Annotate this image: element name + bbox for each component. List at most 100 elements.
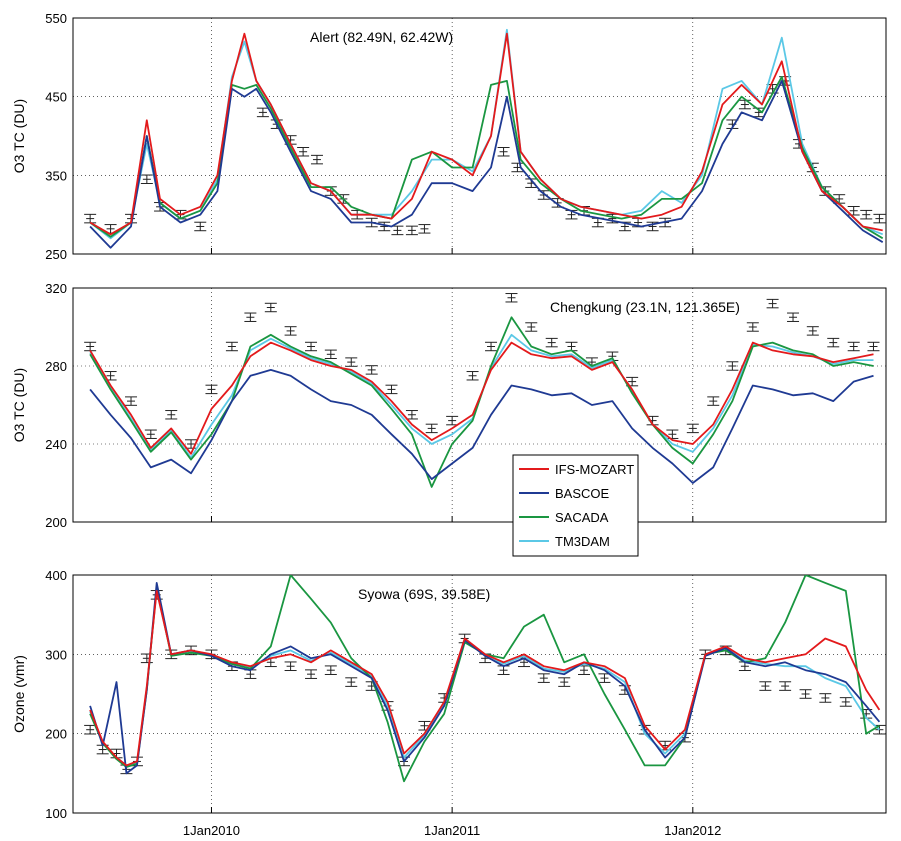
observation-point (345, 357, 358, 367)
legend-label: TM3DAM (555, 534, 610, 549)
series-line-ifs-mozart (89, 32, 883, 236)
observation-point (726, 361, 739, 371)
observation-point (256, 107, 269, 118)
panel-3: 100 200 300 400 Ozone (vmr) Syowa (69S, 39.58… (11, 568, 887, 838)
y-tick-label: 550 (45, 11, 67, 26)
legend-box (512, 454, 639, 557)
observation-point (847, 341, 860, 352)
legend-label: IFS-MOZART (555, 462, 634, 477)
data-layer (84, 293, 880, 488)
observation-point (827, 337, 840, 348)
observation-point (391, 225, 404, 236)
observation-point (806, 326, 819, 336)
observation-point (324, 349, 337, 360)
data-layer (84, 575, 886, 783)
observation-point (525, 322, 538, 332)
observation-point (244, 312, 257, 322)
observation-point (860, 209, 873, 220)
series-line-ifs-mozart (89, 590, 881, 767)
observation-point (666, 429, 679, 439)
y-tick-label: 200 (45, 727, 67, 742)
observation-point (365, 365, 378, 375)
y-tick-label: 240 (45, 437, 67, 452)
observation-point (297, 146, 310, 157)
x-tick-label: 1Jan2010 (183, 823, 240, 838)
observation-point (759, 681, 772, 691)
y-axis-label: Ozone (vmr) (11, 655, 27, 733)
observation-point (418, 224, 431, 234)
y-tick-label: 350 (45, 168, 67, 183)
observation-point (125, 396, 138, 406)
observation-point (194, 221, 207, 232)
legend-label: SACADA (555, 510, 609, 525)
observation-point (847, 205, 860, 216)
observation-point (867, 341, 880, 352)
observation-point (839, 697, 852, 707)
observation-point (324, 665, 337, 675)
observation-point (497, 146, 510, 157)
observation-point (140, 174, 153, 185)
panel-title: Chengkung (23.1N, 121.365E) (550, 299, 740, 315)
series-line-sacada (89, 76, 884, 240)
observation-point (405, 225, 418, 236)
observation-point (305, 341, 318, 352)
panel-title: Syowa (69S, 39.58E) (358, 586, 490, 602)
observation-point (144, 429, 157, 439)
y-tick-label: 100 (45, 806, 67, 821)
x-tick-label: 1Jan2011 (424, 823, 480, 838)
x-tick-label: 1Jan2012 (664, 823, 721, 838)
observation-point (284, 661, 297, 672)
observation-point (345, 677, 358, 687)
observation-point (799, 689, 812, 699)
data-layer (84, 28, 886, 249)
series-line-bascoe (89, 368, 874, 484)
y-tick-label: 300 (45, 647, 67, 662)
observation-point (418, 720, 431, 731)
observation-point (385, 384, 398, 395)
observation-series (84, 293, 880, 449)
legend-label: BASCOE (555, 486, 610, 501)
series-line-ifs-mozart (89, 341, 874, 455)
y-tick-label: 400 (45, 568, 67, 583)
observation-point (766, 298, 779, 309)
observation-point (305, 669, 318, 679)
plot-area (72, 287, 887, 523)
observation-point (873, 213, 886, 224)
observation-point (558, 677, 571, 687)
y-tick-label: 250 (45, 247, 67, 262)
series-line-bascoe (89, 80, 884, 249)
observation-point (264, 302, 277, 313)
observation-point (787, 312, 800, 322)
observation-point (165, 410, 178, 420)
y-axis-label: O3 TC (DU) (11, 99, 27, 173)
observation-point (779, 681, 792, 691)
observation-point (545, 337, 558, 348)
y-tick-label: 320 (45, 281, 67, 296)
y-tick-label: 450 (45, 90, 67, 105)
observation-point (707, 396, 720, 406)
observation-point (310, 154, 323, 165)
panel-2: 200 240 280 320 O3 TC (DU) Chengkung (23.1N, … (11, 281, 887, 530)
legend-item: BASCOE (519, 486, 610, 501)
observation-point (284, 326, 297, 336)
observation-point (485, 341, 498, 352)
observation-point (205, 384, 218, 395)
plot-area (72, 574, 887, 814)
y-tick-label: 280 (45, 359, 67, 374)
observation-point (746, 322, 759, 332)
observation-point (819, 693, 832, 703)
observation-point (466, 371, 479, 381)
legend-item: SACADA (519, 510, 609, 525)
panel-title: Alert (82.49N, 62.42W) (310, 29, 453, 45)
observation-point (505, 293, 518, 303)
legend-item: TM3DAM (519, 534, 610, 549)
observation-point (537, 673, 550, 683)
y-tick-label: 200 (45, 515, 67, 530)
observation-point (225, 341, 238, 352)
legend: IFS-MOZART BASCOE SACADA TM3DAM (512, 454, 639, 557)
y-axis-label: O3 TC (DU) (11, 368, 27, 442)
observation-point (378, 221, 391, 232)
panel-1: 250 350 450 550 O3 TC (DU) Alert (82.49N, 62.… (11, 11, 887, 262)
observation-point (626, 376, 639, 387)
